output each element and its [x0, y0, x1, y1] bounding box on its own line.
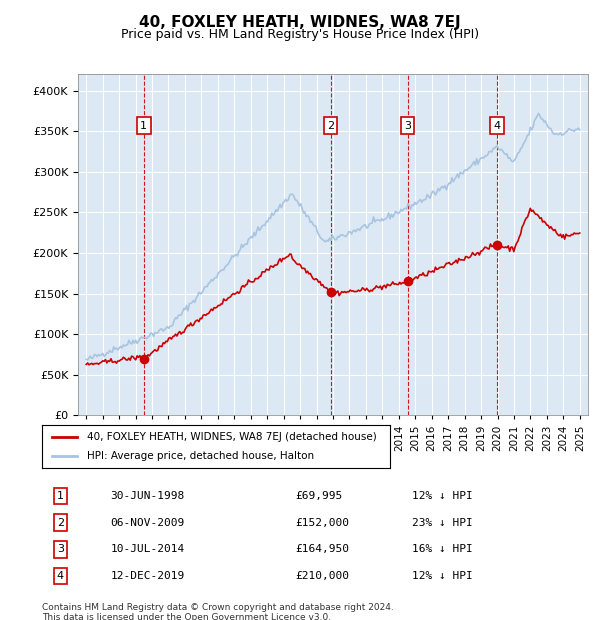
- Text: This data is licensed under the Open Government Licence v3.0.: This data is licensed under the Open Gov…: [42, 613, 331, 620]
- Text: HPI: Average price, detached house, Halton: HPI: Average price, detached house, Halt…: [87, 451, 314, 461]
- Text: 4: 4: [57, 571, 64, 581]
- Text: 16% ↓ HPI: 16% ↓ HPI: [412, 544, 472, 554]
- Text: 1: 1: [140, 120, 148, 131]
- Text: 1: 1: [57, 491, 64, 501]
- Text: 2: 2: [327, 120, 334, 131]
- Text: 10-JUL-2014: 10-JUL-2014: [110, 544, 185, 554]
- Text: 30-JUN-1998: 30-JUN-1998: [110, 491, 185, 501]
- Text: 3: 3: [404, 120, 411, 131]
- Text: 12% ↓ HPI: 12% ↓ HPI: [412, 571, 472, 581]
- Text: Contains HM Land Registry data © Crown copyright and database right 2024.: Contains HM Land Registry data © Crown c…: [42, 603, 394, 612]
- Text: £152,000: £152,000: [295, 518, 349, 528]
- Text: Price paid vs. HM Land Registry's House Price Index (HPI): Price paid vs. HM Land Registry's House …: [121, 28, 479, 41]
- Text: 23% ↓ HPI: 23% ↓ HPI: [412, 518, 472, 528]
- Text: 06-NOV-2009: 06-NOV-2009: [110, 518, 185, 528]
- Text: 12-DEC-2019: 12-DEC-2019: [110, 571, 185, 581]
- Text: £69,995: £69,995: [295, 491, 343, 501]
- Text: 2: 2: [57, 518, 64, 528]
- Text: 4: 4: [493, 120, 500, 131]
- Text: 40, FOXLEY HEATH, WIDNES, WA8 7EJ: 40, FOXLEY HEATH, WIDNES, WA8 7EJ: [139, 16, 461, 30]
- Text: 40, FOXLEY HEATH, WIDNES, WA8 7EJ (detached house): 40, FOXLEY HEATH, WIDNES, WA8 7EJ (detac…: [87, 432, 377, 442]
- Text: £210,000: £210,000: [295, 571, 349, 581]
- Text: £164,950: £164,950: [295, 544, 349, 554]
- Text: 12% ↓ HPI: 12% ↓ HPI: [412, 491, 472, 501]
- Text: 3: 3: [57, 544, 64, 554]
